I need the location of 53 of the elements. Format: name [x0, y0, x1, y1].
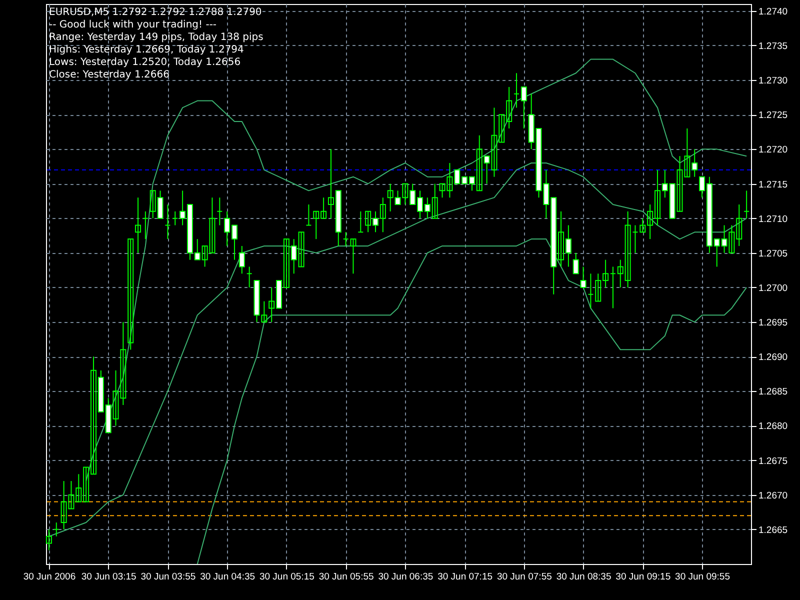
annotation: Range: Yesterday 149 pips, Today 138 pips: [49, 32, 264, 43]
candlestick: [172, 210, 178, 226]
chart-title: EURUSD,M5 1.2792 1.2792 1.2788 1.2790: [49, 7, 262, 18]
y-tick-label: 1.2725: [758, 110, 788, 122]
annotation: Lows: Yesterday 1.2520, Today 1.2656: [49, 57, 241, 68]
y-tick-label: 1.2705: [758, 248, 788, 260]
x-tick-label: 30 Jun 05:15: [259, 572, 314, 582]
annotation: Highs: Yesterday 1.2669, Today 1.2794: [49, 44, 244, 56]
candlestick: [142, 210, 148, 240]
candlestick: [135, 197, 142, 254]
y-tick-label: 1.2740: [758, 6, 788, 18]
x-tick-label: 30 Jun 2006: [23, 572, 76, 582]
candlestick: [216, 197, 223, 226]
candlestick: [744, 190, 750, 219]
candlestick: [246, 266, 252, 288]
y-tick-label: 1.2670: [758, 490, 788, 502]
y-tick-label: 1.2710: [758, 214, 788, 225]
y-tick-label: 1.2695: [758, 318, 788, 329]
candlestick: [580, 266, 586, 288]
candlestick: [572, 252, 579, 274]
candlestick: [610, 266, 616, 309]
y-tick-label: 1.2665: [758, 524, 788, 536]
candlestick: [46, 528, 52, 551]
candlestick: [306, 204, 312, 226]
y-tick-label: 1.2675: [758, 456, 788, 467]
y-tick-label: 1.2715: [758, 179, 788, 190]
candlestick: [588, 273, 594, 309]
x-tick-label: 30 Jun 08:35: [556, 572, 612, 582]
x-tick-label: 30 Jun 06:35: [378, 572, 434, 582]
candlestick: [358, 210, 364, 233]
y-tick-label: 1.2735: [758, 40, 788, 52]
y-tick-label: 1.2685: [758, 386, 788, 398]
x-tick-label: 30 Jun 05:55: [318, 572, 374, 582]
candlestick: [128, 238, 134, 350]
y-tick-label: 1.2700: [758, 282, 788, 294]
y-tick-label: 1.2690: [758, 352, 788, 364]
x-tick-label: 30 Jun 07:15: [438, 572, 493, 582]
annotation: Close: Yesterday 1.2666: [49, 70, 170, 80]
y-tick-label: 1.2720: [758, 144, 788, 156]
x-tick-label: 30 Jun 04:35: [200, 572, 256, 582]
y-tick-label: 1.2680: [758, 421, 788, 432]
x-tick-label: 30 Jun 09:15: [616, 572, 671, 582]
candlestick: [520, 86, 527, 129]
x-tick-label: 30 Jun 03:15: [81, 572, 136, 582]
line-series: [196, 238, 748, 564]
x-tick-label: 30 Jun 09:55: [675, 572, 730, 582]
y-tick-label: 1.2730: [758, 76, 788, 87]
candlestick: [513, 72, 520, 108]
x-tick-label: 30 Jun 07:55: [496, 572, 552, 582]
x-tick-label: 30 Jun 03:55: [140, 572, 196, 582]
candlestick: [238, 245, 245, 274]
candlestick: [53, 522, 60, 537]
candlestick: [164, 204, 171, 240]
